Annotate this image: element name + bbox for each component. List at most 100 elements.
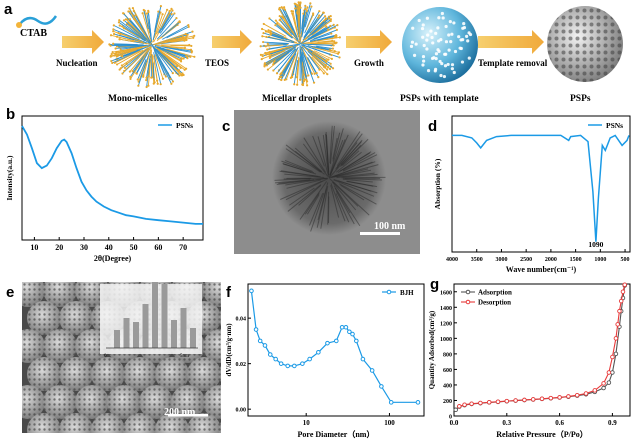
desorption-point (620, 289, 626, 295)
x-axis-label: 2θ(Degree) (94, 254, 132, 263)
arrow-template-removal (478, 30, 544, 54)
x-tick-label: 30 (80, 243, 88, 252)
ctab-molecule (19, 15, 58, 25)
arrow-nucleation (62, 30, 104, 54)
x-axis-label: Pore Diameter（nm） (298, 429, 375, 439)
y-tick-label: 600 (443, 368, 452, 374)
bjh-curve (250, 290, 418, 403)
y-tick-label: 1200 (440, 321, 452, 327)
plot-frame (451, 115, 631, 253)
desorption-point (504, 398, 510, 404)
bjh-point (369, 368, 375, 373)
x-tick-label: 20 (55, 243, 63, 252)
tem-scale-label: 100 nm (374, 221, 406, 232)
bjh-point (267, 352, 273, 357)
x-tick-label: 0.6 (555, 419, 564, 427)
panel-a-scheme (16, 1, 623, 89)
y-tick-label: 0.00 (236, 408, 247, 414)
x-tick-label: 70 (179, 243, 187, 252)
arrow-teos (212, 30, 252, 54)
peak-annotation: 1090 (588, 240, 603, 249)
panel-a-label: a (4, 1, 13, 18)
y-tick-label: 800 (443, 352, 452, 358)
desorption-point (566, 394, 571, 399)
ctab-label: CTAB (20, 28, 48, 39)
bjh-point (307, 356, 312, 362)
bjh-point (292, 363, 297, 369)
bjh-point (354, 338, 359, 344)
x-axis-label: Wave number(cm⁻¹) (506, 265, 577, 274)
inset-bar (180, 308, 187, 348)
y-tick-label: 0.04 (236, 317, 247, 323)
legend-marker (386, 289, 392, 295)
y-axis-label: dV/dD(cm³/g·nm) (225, 323, 233, 377)
desorption-point (513, 398, 518, 403)
desorption-point (601, 381, 606, 386)
panel-g-label: g (430, 276, 440, 293)
desorption-point (613, 336, 619, 341)
step-nucleation: Nucleation (56, 58, 98, 68)
sem-scale-label: 200 nm (164, 407, 196, 418)
desorption-point (539, 396, 545, 402)
chart-f-bjh: 10 100 0.00 0.02 0.04 BJH Pore Diameter（nm） dV/… (225, 283, 425, 439)
adsorption-point (610, 370, 615, 375)
x-tick-label: 0.3 (502, 419, 511, 427)
desorption-point (622, 282, 627, 288)
sem-scale-bar (168, 414, 208, 417)
bjh-point (350, 331, 355, 337)
x-tick-label: 1500 (570, 257, 582, 263)
arrow-growth (346, 30, 392, 54)
panel-d-label: d (428, 118, 438, 135)
x-tick-label: 500 (621, 257, 630, 263)
sem-image (22, 282, 221, 433)
bjh-point (257, 338, 263, 344)
inset-bar (161, 284, 168, 348)
y-tick-label: 1400 (440, 306, 452, 312)
y-tick-label: 1600 (440, 290, 452, 296)
caption-micellar-droplets: Micellar droplets (262, 94, 332, 104)
legend-label: PSNs (176, 121, 193, 130)
desorption-point (557, 395, 562, 400)
x-tick-label: 4000 (446, 257, 458, 263)
adsorption-point (606, 380, 612, 385)
caption-psps: PSPs (570, 94, 591, 104)
x-tick-label: 1000 (594, 257, 606, 263)
bjh-point (379, 384, 384, 389)
y-tick-label: 1000 (440, 337, 452, 343)
desorption-point (574, 392, 580, 398)
x-tick-label: 2500 (520, 257, 532, 263)
desorption-point (495, 399, 501, 404)
plot-frame (453, 283, 631, 417)
desorption-point (486, 400, 492, 405)
desorption-point (610, 354, 615, 360)
desorption-point (583, 391, 589, 396)
step-template-removal: Template removal (478, 58, 548, 68)
chart-d-ftir: 4000 3500 3000 2500 2000 1500 1000 500 PSNs 1090 W… (433, 115, 631, 274)
panel-c-label: c (222, 118, 231, 135)
psp-template-sphere (402, 7, 478, 83)
xrd-curve (21, 125, 203, 225)
inset-bar (133, 322, 139, 348)
x-tick-label: 3000 (495, 257, 507, 263)
inset-bar (142, 304, 149, 348)
plot-frame (21, 115, 204, 241)
x-tick-label: 2000 (545, 257, 557, 263)
inset-bar (123, 318, 130, 348)
plot-frame (247, 283, 425, 417)
bjh-point (249, 288, 254, 294)
x-tick-label: 40 (105, 243, 113, 252)
panel-e-label: e (6, 284, 15, 301)
bjh-point (360, 356, 366, 362)
caption-psp-template: PSPs with template (400, 94, 479, 104)
x-tick-label: 10 (30, 243, 38, 252)
desorption-point (478, 400, 483, 406)
desorption-point (457, 404, 462, 409)
adsorption-point (453, 407, 459, 413)
bjh-point (347, 329, 352, 335)
desorption-point (530, 397, 536, 402)
ftir-curve (452, 134, 630, 242)
inset-bar (171, 320, 177, 348)
bjh-point (325, 340, 330, 346)
bjh-point (285, 363, 291, 369)
bjh-point (253, 327, 259, 332)
